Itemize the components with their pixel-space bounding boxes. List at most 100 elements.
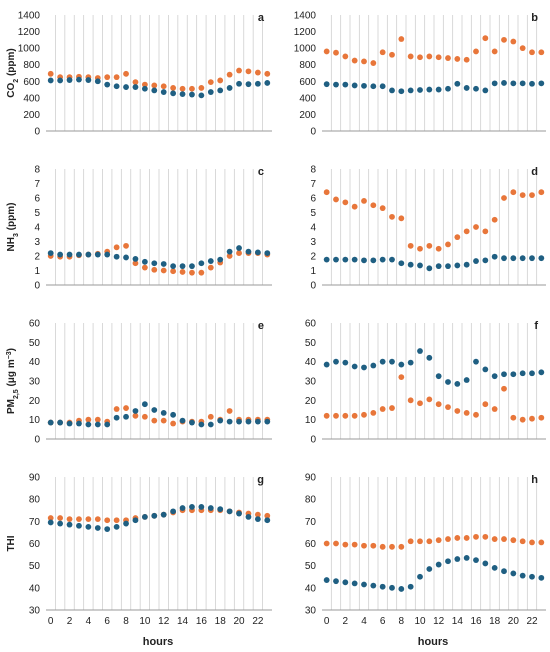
y-tick-label: 8	[34, 165, 40, 176]
panel-a: 0 200 400 600 800 1000 1200 1400 a CO2 (ppm)	[6, 11, 272, 138]
data-point	[463, 261, 470, 268]
data-point	[529, 370, 535, 377]
y-tick-label: 400	[23, 93, 40, 104]
data-point	[426, 566, 433, 572]
data-point	[379, 83, 386, 90]
data-point	[236, 245, 242, 251]
data-point	[57, 520, 64, 527]
data-point	[407, 261, 414, 268]
data-point	[104, 421, 111, 428]
data-point	[207, 505, 214, 511]
data-point	[66, 420, 73, 427]
data-point	[113, 523, 120, 530]
data-point	[207, 89, 214, 95]
data-point	[445, 85, 451, 92]
y-tick-label: 70	[305, 517, 317, 528]
data-point	[123, 520, 129, 527]
data-point	[132, 256, 139, 262]
series-a	[47, 401, 271, 428]
data-point	[417, 245, 423, 252]
y-tick-label: 0	[34, 435, 40, 446]
y-tick-label: 60	[305, 539, 317, 550]
data-point	[519, 255, 526, 262]
data-point	[454, 56, 461, 62]
data-point	[510, 189, 517, 196]
data-point	[342, 541, 349, 548]
data-point	[482, 35, 489, 42]
data-point	[264, 418, 271, 425]
data-point	[445, 558, 451, 565]
data-point	[333, 49, 339, 56]
data-point	[236, 250, 242, 256]
y-tick-label: 1000	[294, 44, 317, 55]
y-tick-label: 200	[299, 110, 316, 121]
data-point	[519, 572, 526, 579]
data-point	[426, 53, 433, 60]
y-tick-label: 80	[305, 495, 317, 506]
series-a	[323, 348, 545, 387]
panel-e: 0 10 20 30 40 50 60 e PM2,5 (μg m−3)	[6, 319, 272, 446]
data-point	[141, 514, 148, 520]
data-point	[398, 374, 405, 381]
data-point	[529, 49, 535, 56]
y-tick-label: 20	[305, 396, 317, 407]
y-tick-label: 40	[29, 357, 41, 368]
data-point	[179, 417, 186, 424]
data-point	[351, 203, 358, 210]
x-tick-label: 8	[123, 616, 129, 627]
data-point	[151, 266, 158, 273]
data-point	[207, 258, 214, 264]
data-point	[264, 512, 271, 519]
x-tick-label: 8	[399, 616, 405, 627]
data-point	[47, 250, 54, 256]
data-point	[426, 396, 433, 403]
y-tick-label: 20	[29, 396, 41, 407]
x-axis-title-right: hours	[418, 636, 449, 648]
x-tick-label: 6	[380, 616, 386, 627]
series-a	[47, 504, 271, 532]
data-point	[361, 58, 367, 65]
panel-label: d	[531, 166, 538, 178]
data-point	[501, 568, 507, 575]
data-point	[254, 516, 261, 523]
data-point	[463, 56, 470, 63]
data-point	[198, 421, 205, 428]
data-point	[104, 251, 111, 258]
data-point	[398, 586, 405, 592]
data-point	[245, 81, 252, 88]
data-point	[501, 36, 507, 43]
data-point	[538, 80, 545, 87]
series-a	[47, 76, 271, 99]
data-point	[236, 67, 242, 74]
y-tick-label: 10	[305, 415, 317, 426]
data-point	[463, 377, 470, 383]
series-a	[323, 253, 545, 272]
y-tick-label: 60	[29, 319, 41, 330]
data-point	[47, 515, 54, 521]
x-tick-label: 18	[489, 616, 501, 627]
y-tick-label: 6	[310, 194, 316, 205]
x-tick-label: 6	[104, 616, 110, 627]
data-point	[76, 516, 82, 523]
data-point	[529, 539, 535, 546]
data-point	[370, 362, 377, 369]
y-tick-label: 800	[23, 60, 40, 71]
data-point	[104, 81, 111, 88]
data-point	[529, 80, 535, 87]
data-point	[398, 260, 405, 267]
data-point	[473, 411, 479, 418]
data-point	[351, 82, 358, 89]
series-b	[323, 374, 545, 423]
x-axis-title-left: hours	[143, 636, 174, 648]
data-point	[379, 205, 386, 212]
series-a	[323, 80, 545, 95]
data-point	[141, 413, 148, 420]
data-point	[66, 521, 73, 528]
data-point	[407, 242, 414, 249]
data-point	[501, 255, 507, 262]
data-point	[57, 251, 64, 258]
data-point	[510, 80, 517, 87]
data-point	[141, 401, 148, 408]
data-point	[370, 60, 377, 66]
data-point	[132, 412, 139, 419]
